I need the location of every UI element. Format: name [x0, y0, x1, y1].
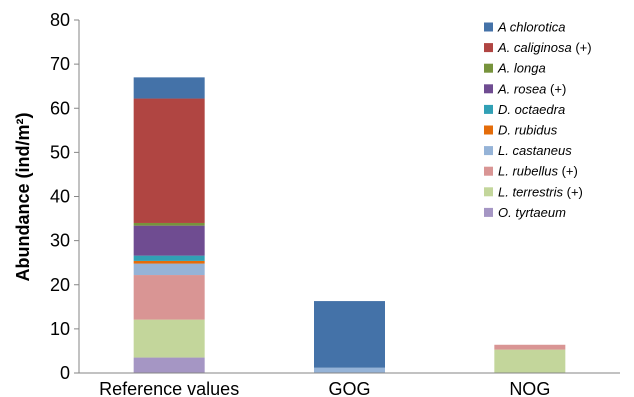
legend-species-name: D. octaedra [498, 102, 565, 117]
x-category-label: NOG [509, 379, 550, 397]
legend-species-name: L. castaneus [498, 143, 572, 158]
legend-species-name: A. longa [497, 61, 546, 76]
legend-swatch [484, 22, 493, 32]
y-tick-label: 70 [50, 54, 70, 74]
legend-label: A. caliginosa (+) [497, 40, 592, 55]
legend-species-name: A. caliginosa [497, 40, 572, 55]
x-labels-layer: Reference values GOG NOG [99, 379, 550, 397]
legend-label: L. terrestris (+) [498, 184, 583, 199]
legend-swatch [484, 63, 493, 73]
legend-swatch [484, 166, 493, 176]
bar-segment [133, 255, 205, 261]
bar-segment [133, 222, 205, 226]
x-category-label: Reference values [99, 379, 239, 397]
y-tick-label: 40 [50, 187, 70, 207]
legend-swatch [484, 125, 493, 135]
y-tick-label: 10 [50, 319, 70, 339]
y-tick-label: 50 [50, 142, 70, 162]
legend-species-name: A. rosea [497, 81, 546, 96]
bar-segment [133, 225, 205, 256]
legend-label: O. tyrtaeum [498, 205, 566, 220]
bar-segment [314, 301, 385, 368]
x-category-label: GOG [328, 379, 370, 397]
bar-segment [133, 263, 205, 276]
legend-species-name: A chlorotica [497, 20, 565, 35]
legend-swatch [484, 187, 493, 197]
legend-swatch [484, 146, 493, 156]
y-ticks-layer: 0 10 20 30 40 50 60 70 80 [50, 10, 79, 383]
y-tick-label: 0 [60, 363, 70, 383]
bar-segment [494, 349, 566, 373]
bars-layer [133, 77, 566, 373]
legend-label: L. castaneus [498, 143, 572, 158]
legend-swatch [484, 207, 493, 217]
bar-segment [133, 98, 205, 223]
legend-species-name: L. terrestris [498, 184, 564, 199]
legend-species-name: D. rubidus [498, 123, 558, 138]
legend-swatch [484, 43, 493, 53]
legend-label: A chlorotica [497, 20, 565, 35]
y-tick-label: 20 [50, 275, 70, 295]
legend-label: D. rubidus [498, 123, 558, 138]
legend-species-suffix: (+) [563, 184, 583, 199]
bar-segment [314, 367, 385, 373]
y-tick-label: 60 [50, 98, 70, 118]
legend-species-suffix: (+) [546, 81, 566, 96]
legend-species-suffix: (+) [558, 164, 578, 179]
legend-label: D. octaedra [498, 102, 565, 117]
legend-label: L. rubellus (+) [498, 164, 578, 179]
bar-segment [133, 319, 205, 358]
bar-segment [494, 344, 566, 350]
legend-swatch [484, 104, 493, 114]
bar-segment [133, 260, 205, 264]
y-tick-label: 30 [50, 231, 70, 251]
bar-segment [133, 275, 205, 320]
y-axis-title: Abundance (ind/m²) [13, 113, 33, 282]
legend-species-suffix: (+) [572, 40, 592, 55]
y-tick-label: 80 [50, 10, 70, 30]
legend-species-name: L. rubellus [498, 164, 558, 179]
legend-label: A. rosea (+) [497, 81, 566, 96]
legend-label: A. longa [497, 61, 546, 76]
legend-species-name: O. tyrtaeum [498, 205, 566, 220]
bar-segment [133, 357, 205, 373]
legend-swatch [484, 84, 493, 94]
bar-segment [133, 77, 205, 99]
